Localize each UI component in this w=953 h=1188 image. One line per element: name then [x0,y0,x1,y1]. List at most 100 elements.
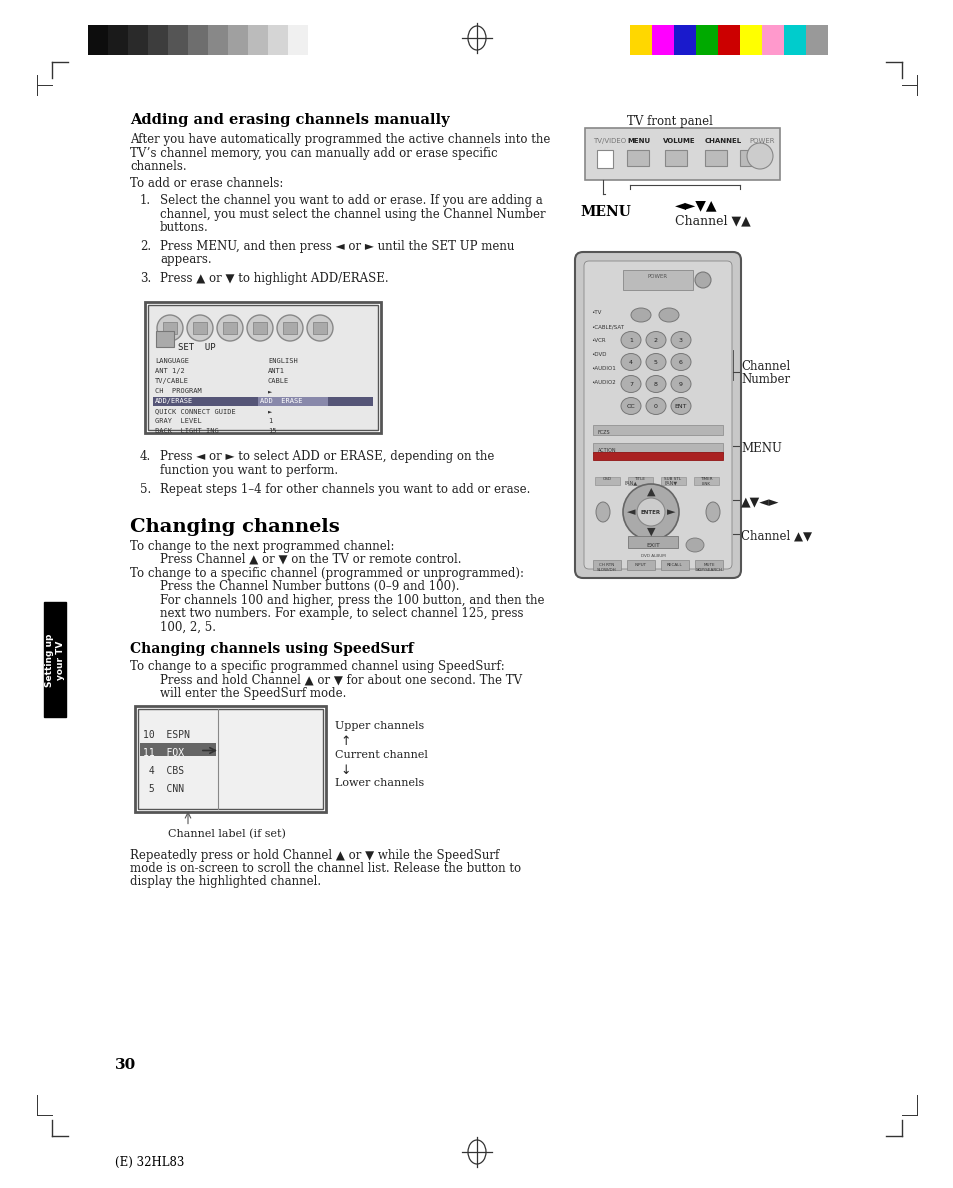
Text: To add or erase channels:: To add or erase channels: [130,177,283,190]
Circle shape [637,498,664,526]
Text: MENU: MENU [579,206,630,219]
Text: •DVD: •DVD [590,352,606,358]
Bar [626,150,648,166]
Bar [740,25,761,55]
Bar [627,536,678,548]
Text: Channel: Channel [740,360,789,373]
Text: MUTE
SKIP/SEARCH: MUTE SKIP/SEARCH [695,563,721,571]
Text: Press ▲ or ▼ to highlight ADD/ERASE.: Press ▲ or ▼ to highlight ADD/ERASE. [160,272,388,284]
Circle shape [695,272,710,287]
Circle shape [157,315,183,341]
Text: QUICK CONNECT GUIDE: QUICK CONNECT GUIDE [154,407,235,413]
Text: TV/CABLE: TV/CABLE [154,378,189,384]
Text: To change to a specific channel (programmed or unprogrammed):: To change to a specific channel (program… [130,567,523,580]
Ellipse shape [685,538,703,552]
Bar [593,425,722,435]
Text: ►: ► [268,407,272,413]
Bar [597,150,613,168]
Text: Adding and erasing channels manually: Adding and erasing channels manually [130,113,449,127]
Text: 6: 6 [679,360,682,365]
Text: appears.: appears. [160,253,212,266]
Text: After you have automatically programmed the active channels into the: After you have automatically programmed … [130,133,550,146]
Bar [108,25,128,55]
Text: 9: 9 [679,381,682,386]
Text: function you want to perform.: function you want to perform. [160,463,337,476]
Text: 3.: 3. [140,272,152,284]
Ellipse shape [630,308,650,322]
Text: CH RTN
SLOW/DH: CH RTN SLOW/DH [597,563,617,571]
Bar [693,478,719,485]
Text: 10  ESPN: 10 ESPN [143,729,190,739]
Text: Changing channels: Changing channels [130,518,339,536]
Ellipse shape [620,354,640,371]
Text: 11  FOX: 11 FOX [143,747,184,758]
Ellipse shape [670,354,690,371]
Bar [626,560,655,570]
Bar [88,25,108,55]
Text: Press ◄ or ► to select ADD or ERASE, depending on the: Press ◄ or ► to select ADD or ERASE, dep… [160,450,494,463]
Text: Channel ▼▲: Channel ▼▲ [675,214,750,227]
Text: next two numbers. For example, to select channel 125, press: next two numbers. For example, to select… [160,607,523,620]
Ellipse shape [670,375,690,392]
Bar [163,322,177,334]
Bar [156,331,173,347]
Text: ANT 1/2: ANT 1/2 [154,368,185,374]
Text: ▼: ▼ [646,527,655,537]
FancyBboxPatch shape [575,252,740,579]
Text: TITLE: TITLE [634,478,645,481]
Text: POWER: POWER [748,138,774,144]
Text: channels.: channels. [130,160,187,173]
Text: ENT: ENT [674,404,686,409]
Bar [740,150,761,166]
Text: FAN▲: FAN▲ [624,480,637,485]
Bar [695,560,722,570]
Bar [593,451,722,460]
Bar [148,25,168,55]
Text: FAN▼: FAN▼ [663,480,677,485]
Text: Upper channels: Upper channels [335,720,424,731]
Text: mode is on-screen to scroll the channel list. Release the button to: mode is on-screen to scroll the channel … [130,862,520,876]
Bar [696,25,718,55]
Text: OSD: OSD [602,478,611,481]
Text: Press and hold Channel ▲ or ▼ for about one second. The TV: Press and hold Channel ▲ or ▼ for about … [160,674,521,687]
Text: CHANNEL: CHANNEL [704,138,741,144]
Text: channel, you must select the channel using the Channel Number: channel, you must select the channel usi… [160,208,545,221]
Ellipse shape [620,331,640,348]
Text: ENGLISH: ENGLISH [268,358,297,364]
Text: 3: 3 [679,337,682,342]
Bar [208,25,228,55]
Text: 15: 15 [268,428,276,434]
Text: FCZS: FCZS [598,430,610,435]
Bar [193,322,207,334]
Ellipse shape [620,375,640,392]
FancyBboxPatch shape [583,261,731,569]
Text: RECALL: RECALL [666,563,682,567]
Bar [651,25,673,55]
Bar [704,150,726,166]
Text: INPUT: INPUT [635,563,646,567]
Bar [223,322,236,334]
Text: MENU: MENU [740,442,781,455]
Text: •TV: •TV [590,310,600,315]
Text: To change to the next programmed channel:: To change to the next programmed channel… [130,539,395,552]
Text: 1.: 1. [140,194,151,207]
Text: (E) 32HL83: (E) 32HL83 [115,1156,184,1169]
Text: ►: ► [268,388,272,394]
Bar [660,478,685,485]
Text: 5: 5 [654,360,658,365]
Text: ADD/ERASE: ADD/ERASE [154,398,193,404]
Circle shape [746,143,772,169]
Text: 0: 0 [654,404,658,409]
Circle shape [622,484,679,541]
Text: 2: 2 [654,337,658,342]
Text: CC: CC [626,404,635,409]
Ellipse shape [645,354,665,371]
Text: TV front panel: TV front panel [626,115,712,128]
Bar [44,602,66,718]
Text: 8: 8 [654,381,658,386]
Text: For channels 100 and higher, press the 100 button, and then the: For channels 100 and higher, press the 1… [160,594,544,607]
Text: 30: 30 [115,1059,136,1072]
Text: DVD ALBUM: DVD ALBUM [640,554,664,558]
Text: To change to a specific programmed channel using SpeedSurf:: To change to a specific programmed chann… [130,661,504,672]
Bar [660,560,688,570]
